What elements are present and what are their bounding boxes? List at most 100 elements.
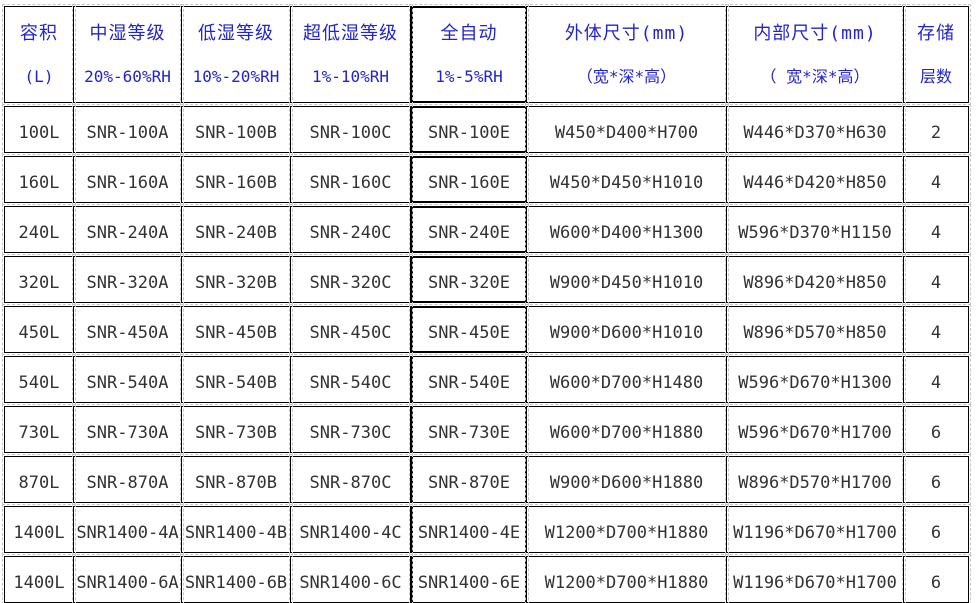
table-cell: W896*D570*H1700: [725, 454, 906, 505]
table-cell: 4: [902, 254, 971, 305]
column-header-1: 容积 (L): [2, 4, 76, 105]
table-cell: SNR-240E: [409, 204, 529, 255]
table-cell: 240L: [2, 204, 76, 255]
table-cell: SNR-450C: [289, 304, 413, 355]
table-cell: SNR-540B: [180, 354, 293, 405]
table-cell: W900*D600*H1010: [525, 304, 729, 355]
table-cell: 6: [902, 404, 971, 455]
table-cell: W896*D420*H850: [725, 254, 906, 305]
table-cell: SNR-320C: [289, 254, 413, 305]
table-cell: SNR-540C: [289, 354, 413, 405]
table-cell: W596*D670*H1700: [725, 404, 906, 455]
column-header-6: 外体尺寸(mm) （宽*深*高）: [525, 4, 729, 105]
table-row: 450L SNR-450A SNR-450B SNR-450C SNR-450E W900…: [2, 304, 971, 355]
table-cell: SNR-730C: [289, 404, 413, 455]
table-cell: W596*D670*H1300: [725, 354, 906, 405]
table-cell: SNR-320B: [180, 254, 293, 305]
table-cell: 1400L: [2, 504, 76, 555]
column-header-subtitle: 层数: [919, 66, 952, 86]
table-cell: 160L: [2, 154, 76, 205]
table-row: 1400L SNR1400-4A SNR1400-4B SNR1400-4C SNR14…: [2, 504, 971, 555]
table-cell: 6: [902, 504, 971, 555]
table-cell: SNR-730E: [409, 404, 529, 455]
column-header-2: 中湿等级 20%-60%RH: [72, 4, 184, 105]
table-cell: SNR1400-6A: [72, 554, 184, 603]
column-header-title: 中湿等级: [89, 22, 166, 44]
column-header-4: 超低湿等级 1%-10%RH: [289, 4, 413, 105]
column-header-title: 超低湿等级: [303, 22, 398, 44]
table-cell: SNR1400-6B: [180, 554, 293, 603]
table-cell: SNR-100E: [409, 104, 529, 155]
table-cell: SNR-450A: [72, 304, 184, 355]
table-cell: SNR-730B: [180, 404, 293, 455]
column-header-title: 内部尺寸(mm): [753, 22, 877, 44]
table-cell: 730L: [2, 404, 76, 455]
column-header-title: 容积: [20, 22, 58, 44]
column-header-title: 低湿等级: [198, 22, 274, 44]
column-header-subtitle: （ 宽*深*高）: [760, 66, 870, 86]
table-cell: 6: [902, 554, 971, 603]
table-cell: W450*D400*H700: [525, 104, 729, 155]
column-header-subtitle: 1%-10%RH: [311, 66, 390, 86]
table-row: 100L SNR-100A SNR-100B SNR-100C SNR-100E W450…: [2, 104, 971, 155]
column-header-subtitle: 10%-20%RH: [192, 66, 280, 86]
column-header-title: 全自动: [440, 22, 498, 44]
table-cell: SNR-160A: [72, 154, 184, 205]
table-cell: 4: [902, 204, 971, 255]
table-cell: SNR-320E: [409, 254, 529, 305]
table-cell: SNR1400-6E: [409, 554, 529, 603]
table-cell: SNR-160C: [289, 154, 413, 205]
table-cell: 2: [902, 104, 971, 155]
table-cell: W1200*D700*H1880: [525, 504, 729, 555]
table-cell: SNR1400-4C: [289, 504, 413, 555]
table-cell: SNR-160E: [409, 154, 529, 205]
table-cell: W900*D600*H1880: [525, 454, 729, 505]
column-header-5: 全自动 1%-5%RH: [409, 4, 529, 105]
table-cell: 320L: [2, 254, 76, 305]
table-cell: W600*D700*H1880: [525, 404, 729, 455]
table-cell: W896*D570*H850: [725, 304, 906, 355]
table-cell: SNR1400-4E: [409, 504, 529, 555]
table-cell: SNR1400-6C: [289, 554, 413, 603]
table-row: 730L SNR-730A SNR-730B SNR-730C SNR-730E W600…: [2, 404, 971, 455]
table-cell: 450L: [2, 304, 76, 355]
table-cell: SNR-870A: [72, 454, 184, 505]
column-header-7: 内部尺寸(mm) （ 宽*深*高）: [725, 4, 906, 105]
table-cell: 6: [902, 454, 971, 505]
table-cell: W446*D370*H630: [725, 104, 906, 155]
table-cell: 4: [902, 304, 971, 355]
table-cell: 870L: [2, 454, 76, 505]
table-cell: W1196*D670*H1700: [725, 504, 906, 555]
table-cell: W900*D450*H1010: [525, 254, 729, 305]
table-cell: SNR-540E: [409, 354, 529, 405]
table-row: 870L SNR-870A SNR-870B SNR-870C SNR-870E W900…: [2, 454, 971, 505]
column-header-subtitle: 1%-5%RH: [435, 66, 503, 86]
table-cell: W1200*D700*H1880: [525, 554, 729, 603]
table-cell: W600*D700*H1480: [525, 354, 729, 405]
column-header-subtitle: （宽*深*高）: [576, 66, 677, 86]
table-row: 240L SNR-240A SNR-240B SNR-240C SNR-240E W600…: [2, 204, 971, 255]
column-header-subtitle: 20%-60%RH: [84, 66, 171, 86]
column-header-8: 存储 层数: [902, 4, 971, 105]
header-row: 容积 (L) 中湿等级 20%-60%RH 低湿等级 10%-20%RH 超低湿等级 1%-1…: [2, 4, 971, 105]
table-row: 1400L SNR1400-6A SNR1400-6B SNR1400-6C SNR14…: [2, 554, 971, 603]
table-row: 540L SNR-540A SNR-540B SNR-540C SNR-540E W600…: [2, 354, 971, 405]
table-cell: SNR1400-4B: [180, 504, 293, 555]
table-cell: W450*D450*H1010: [525, 154, 729, 205]
column-header-title: 外体尺寸(mm): [564, 22, 689, 44]
table-cell: W600*D400*H1300: [525, 204, 729, 255]
table-cell: SNR-100B: [180, 104, 293, 155]
table-cell: SNR-540A: [72, 354, 184, 405]
table-cell: SNR-240A: [72, 204, 184, 255]
table-cell: SNR-730A: [72, 404, 184, 455]
column-header-title: 存储: [917, 22, 955, 44]
table-cell: SNR-100A: [72, 104, 184, 155]
table-cell: SNR-160B: [180, 154, 293, 205]
table-cell: W446*D420*H850: [725, 154, 906, 205]
table-cell: SNR-240C: [289, 204, 413, 255]
table-cell: SNR-450B: [180, 304, 293, 355]
table-cell: W1196*D670*H1700: [725, 554, 906, 603]
table-cell: 1400L: [2, 554, 76, 603]
column-header-3: 低湿等级 10%-20%RH: [180, 4, 293, 105]
